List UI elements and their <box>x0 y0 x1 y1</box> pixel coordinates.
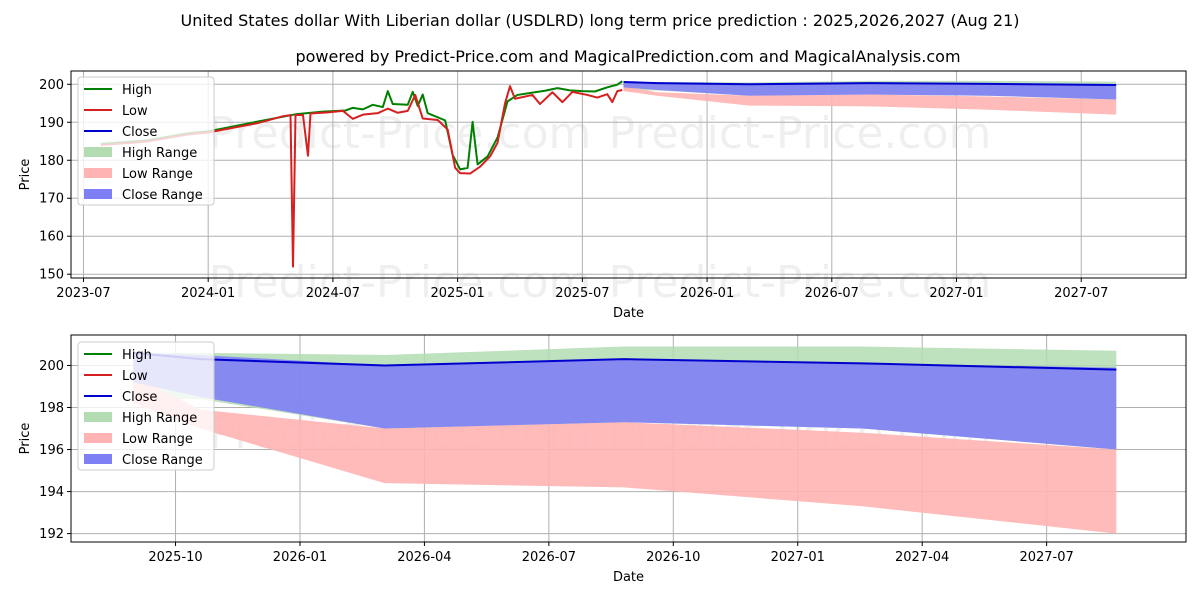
x-tick-label: 2024-07 <box>306 286 360 301</box>
legend-label: Low <box>122 104 148 119</box>
low-range-band <box>623 86 1117 115</box>
y-tick-label: 198 <box>39 401 64 416</box>
chart-panel-2: Predict-Price.comPredict-Price.com2025-1… <box>18 334 1187 585</box>
high-series-line <box>100 80 623 171</box>
x-tick-label: 2026-01 <box>273 550 327 565</box>
x-axis-label: Date <box>613 570 644 585</box>
y-axis-label: Price <box>18 159 33 191</box>
legend-label: Low Range <box>122 432 193 447</box>
low-range-band <box>133 375 1117 534</box>
x-tick-label: 2023-07 <box>56 286 110 301</box>
x-tick-label: 2027-07 <box>1019 550 1073 565</box>
legend-label: High <box>122 348 152 363</box>
y-tick-label: 192 <box>39 527 64 542</box>
x-tick-label: 2027-01 <box>771 550 825 565</box>
watermark-text: Predict-Price.com <box>209 257 592 308</box>
y-tick-label: 190 <box>39 116 64 131</box>
legend-label: Close <box>122 125 157 140</box>
low-series-line <box>100 85 623 268</box>
x-tick-label: 2027-07 <box>1054 286 1108 301</box>
x-tick-label: 2026-01 <box>680 286 734 301</box>
legend-swatch <box>84 147 112 157</box>
chart-subtitle: powered by Predict-Price.com and Magical… <box>295 47 960 66</box>
legend-label: Low Range <box>122 167 193 182</box>
watermark-text: Predict-Price.com <box>209 108 592 159</box>
legend-label: High Range <box>122 146 197 161</box>
x-tick-label: 2025-07 <box>555 286 609 301</box>
chart-title: United States dollar With Liberian dolla… <box>180 11 1019 30</box>
legend-label: Close Range <box>122 188 203 203</box>
y-tick-label: 170 <box>39 192 64 207</box>
x-tick-label: 2025-01 <box>430 286 484 301</box>
y-tick-label: 200 <box>39 359 64 374</box>
legend-label: Close Range <box>122 453 203 468</box>
watermark-text: Predict-Price.com <box>609 108 992 159</box>
legend-label: High <box>122 83 152 98</box>
x-tick-label: 2024-01 <box>181 286 235 301</box>
legend-swatch <box>84 189 112 199</box>
y-tick-label: 150 <box>39 268 64 283</box>
y-axis-label: Price <box>18 423 33 455</box>
legend-swatch <box>84 454 112 464</box>
x-axis-label: Date <box>613 306 644 321</box>
plot-frame <box>70 334 1187 543</box>
close-series-line <box>623 81 1117 87</box>
x-tick-label: 2026-07 <box>522 550 576 565</box>
legend-swatch <box>84 433 112 443</box>
y-tick-label: 200 <box>39 78 64 93</box>
legend-label: Close <box>122 390 157 405</box>
chart-panel-1: Predict-Price.com Predict-Price.com Predic… <box>18 70 1187 321</box>
y-tick-label: 194 <box>39 485 64 500</box>
x-tick-label: 2026-04 <box>397 550 451 565</box>
legend-swatch <box>84 412 112 422</box>
y-tick-label: 196 <box>39 443 64 458</box>
x-tick-label: 2025-10 <box>148 550 202 565</box>
x-tick-label: 2026-07 <box>805 286 859 301</box>
x-tick-label: 2027-04 <box>895 550 949 565</box>
y-tick-label: 180 <box>39 154 64 169</box>
legend-swatch <box>84 168 112 178</box>
plot-frame <box>70 70 1187 279</box>
y-tick-label: 160 <box>39 230 64 245</box>
watermark-text: Predict-Price.com <box>609 257 992 308</box>
close-range-band <box>133 352 1117 450</box>
legend-label: High Range <box>122 411 197 426</box>
close-range-band <box>623 82 1117 100</box>
legend-label: Low <box>122 369 148 384</box>
x-tick-label: 2026-10 <box>646 550 700 565</box>
x-tick-label: 2027-01 <box>929 286 983 301</box>
